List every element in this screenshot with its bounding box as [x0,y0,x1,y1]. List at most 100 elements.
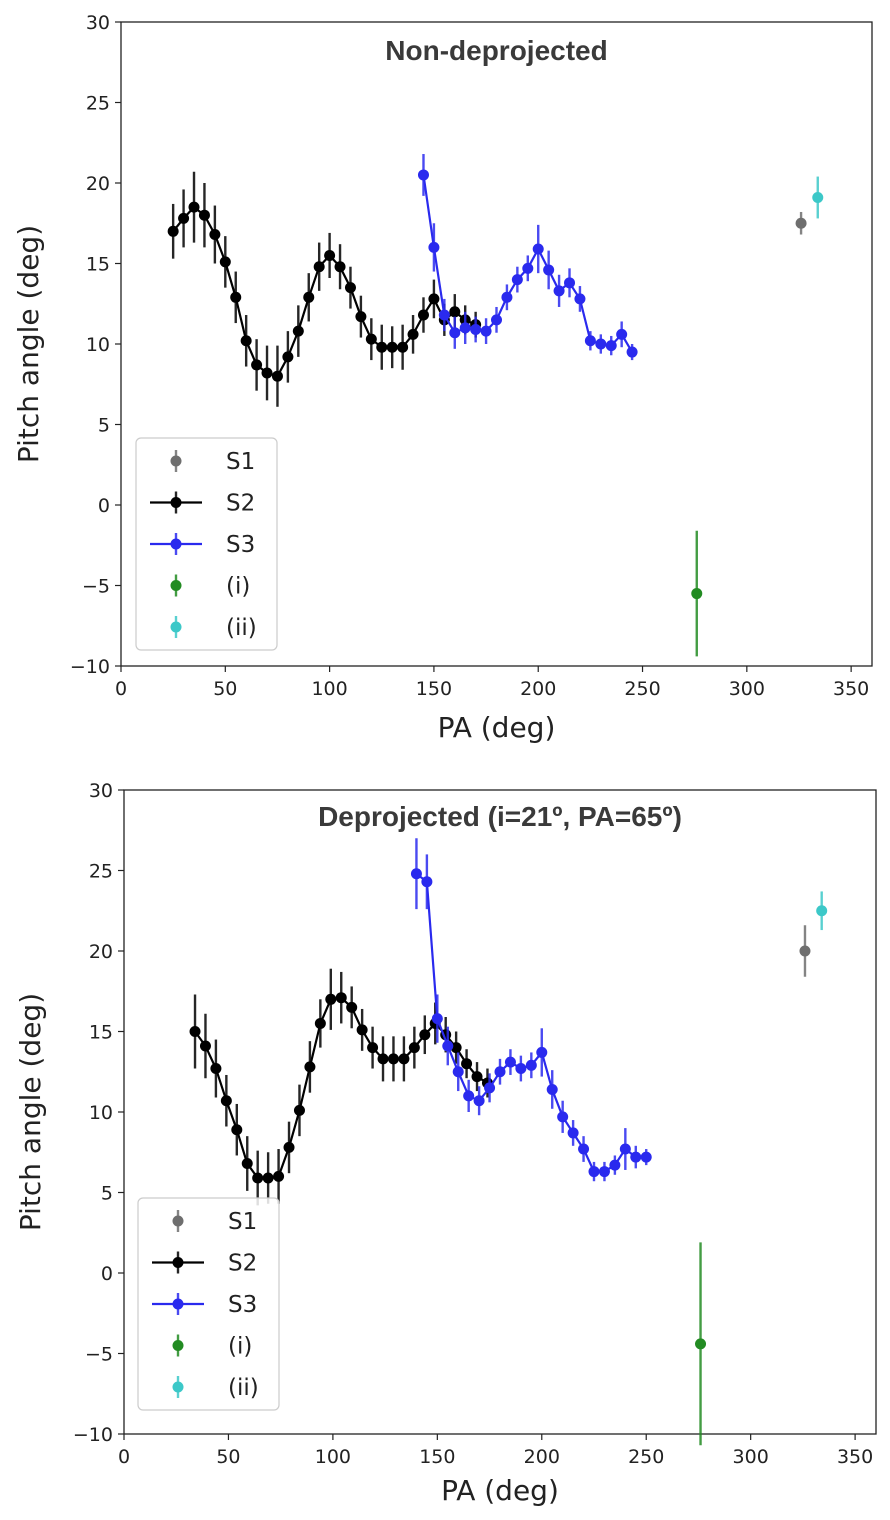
chart-0-y-tick-label: 25 [86,93,110,115]
chart-0-point-s2 [271,370,283,382]
chart-1-series-s3 [410,838,652,1182]
chart-0-x-tick-label: 200 [520,678,556,700]
chart-0-point-s3 [449,327,461,339]
chart-0-point-s2 [386,341,398,353]
chart-1-series-s1 [799,925,811,977]
chart-1-point-s2 [346,1001,358,1013]
chart-1-point-s3 [619,1143,631,1155]
chart-1-x-tick-label: 150 [419,1446,455,1468]
chart-1-point-s2 [314,1017,326,1029]
chart-1-point-s3 [598,1166,610,1178]
chart-0-x-axis-label: PA (deg) [438,711,556,744]
chart-0-point-s2 [178,212,190,224]
chart-1-point-s3 [442,1040,454,1052]
chart-1-point-s2 [461,1058,473,1070]
chart-1-point-s3 [630,1151,642,1163]
chart-0-point-s2 [251,359,263,371]
chart-0-x-tick-label: 250 [624,678,660,700]
chart-1-legend-label-s2: S2 [228,1251,257,1277]
chart-1-point-s2 [398,1053,410,1065]
chart-1-legend-marker-i [172,1340,184,1351]
chart-0-point-s3 [564,277,576,289]
chart-0-point-s2 [188,201,200,213]
chart-0-point-s3 [428,241,440,253]
chart-1-point-s2 [220,1095,232,1107]
chart-0-point-s3 [626,346,638,358]
chart-0-y-tick-label: 30 [86,12,110,34]
chart-1-point-s2 [356,1024,368,1036]
chart-1-legend-marker-s3 [172,1298,184,1310]
chart-1-point-s2 [231,1124,243,1136]
chart-1-point-s3 [410,868,422,880]
chart-1-point-s3 [463,1090,475,1102]
chart-0-y-tick-label: 5 [98,415,110,437]
chart-1-point-s2 [252,1172,264,1184]
chart-1-point-s3 [557,1111,569,1123]
chart-1-series-i [695,1242,707,1446]
chart-0-point-s2 [355,311,367,323]
chart-0-point-s3 [616,328,628,340]
chart-0-point-s2 [344,282,356,294]
chart-1-y-tick-label: 20 [89,941,113,963]
chart-1-point-s3 [431,1013,443,1025]
chart-1-x-tick-label: 200 [524,1446,560,1468]
chart-1-legend-label-ii: (ii) [228,1375,259,1401]
chart-0-point-s3 [438,309,450,321]
chart-0-point-s2 [313,261,325,273]
chart-1-point-s3 [421,876,433,888]
chart-0-y-tick-label: 10 [86,334,110,356]
chart-deprojected: 0 50 100 150 200 250 300 350 −10 −5 0 5 10 15 20 25 30 PA… [14,780,877,1507]
chart-0-point-s2 [198,209,210,221]
chart-0-point-s2 [324,249,336,261]
chart-1-point-s2 [283,1141,295,1153]
chart-1-point-s3 [609,1159,621,1171]
chart-1-legend-label-s1: S1 [228,1209,257,1235]
chart-1-point-s2 [273,1170,285,1182]
chart-0-x-tick-label: 300 [729,678,765,700]
chart-0-x-tick-label: 150 [416,678,452,700]
chart-1-y-tick-label: 30 [89,780,113,802]
chart-0-point-s3 [459,322,471,334]
chart-0-x-tick-label: 50 [213,678,237,700]
chart-1-point-s3 [484,1082,496,1094]
chart-0-legend-marker-s3 [170,538,182,550]
chart-0-legend-marker-s2 [170,497,182,508]
chart-0-point-s2 [292,325,304,337]
chart-non-deprojected: 0 50 100 150 200 250 300 350 −10 −5 0 5 10 15 20 25 30 PA… [12,12,873,744]
chart-0-y-tick-label: 0 [98,495,110,517]
chart-1-point-s2 [262,1172,274,1184]
chart-1-point-s3 [494,1066,506,1078]
chart-0-point-s2 [365,333,377,345]
chart-0-point-s2 [376,341,388,353]
chart-0-point-s3 [543,264,555,276]
chart-1-point-s3 [452,1066,464,1078]
chart-1-y-tick-label: 5 [101,1183,113,1205]
chart-0-legend-marker-ii [170,621,182,633]
chart-0-point-s2 [219,256,231,268]
chart-0-point-s3 [491,314,502,326]
chart-1-series-line-s3 [415,872,647,1173]
chart-1-y-tick-label: −5 [85,1344,113,1366]
chart-0-x-tick-label: 100 [311,678,347,700]
chart-1-title: Deprojected (i=21º, PA=65º) [318,801,682,832]
chart-1-legend-label-s3: S3 [228,1292,257,1318]
chart-1-point-s2 [210,1063,222,1075]
chart-0-point-s3 [522,262,534,274]
chart-0-point-s2 [303,291,315,303]
chart-0-point-s3 [584,335,596,347]
chart-1-point-s3 [473,1095,485,1107]
chart-0-series-ii [812,176,824,219]
chart-0-series-s2 [167,171,482,407]
chart-0-y-axis-label: Pitch angle (deg) [12,225,45,463]
chart-0-point-s2 [282,351,294,363]
chart-1-legend: S1 S2 S3 (i) (ii) [137,1197,280,1411]
chart-0-legend-label-ii: (ii) [226,615,257,641]
chart-0-point-s3 [470,324,482,336]
chart-1-point-i [695,1338,707,1350]
chart-0-x-tick-label: 0 [115,678,127,700]
chart-1-legend-marker-ii [172,1381,184,1393]
chart-0-point-s2 [209,229,221,241]
chart-0-point-s2 [334,261,346,273]
chart-0-legend-label-i: (i) [226,574,250,600]
chart-0-legend-label-s1: S1 [226,449,255,475]
